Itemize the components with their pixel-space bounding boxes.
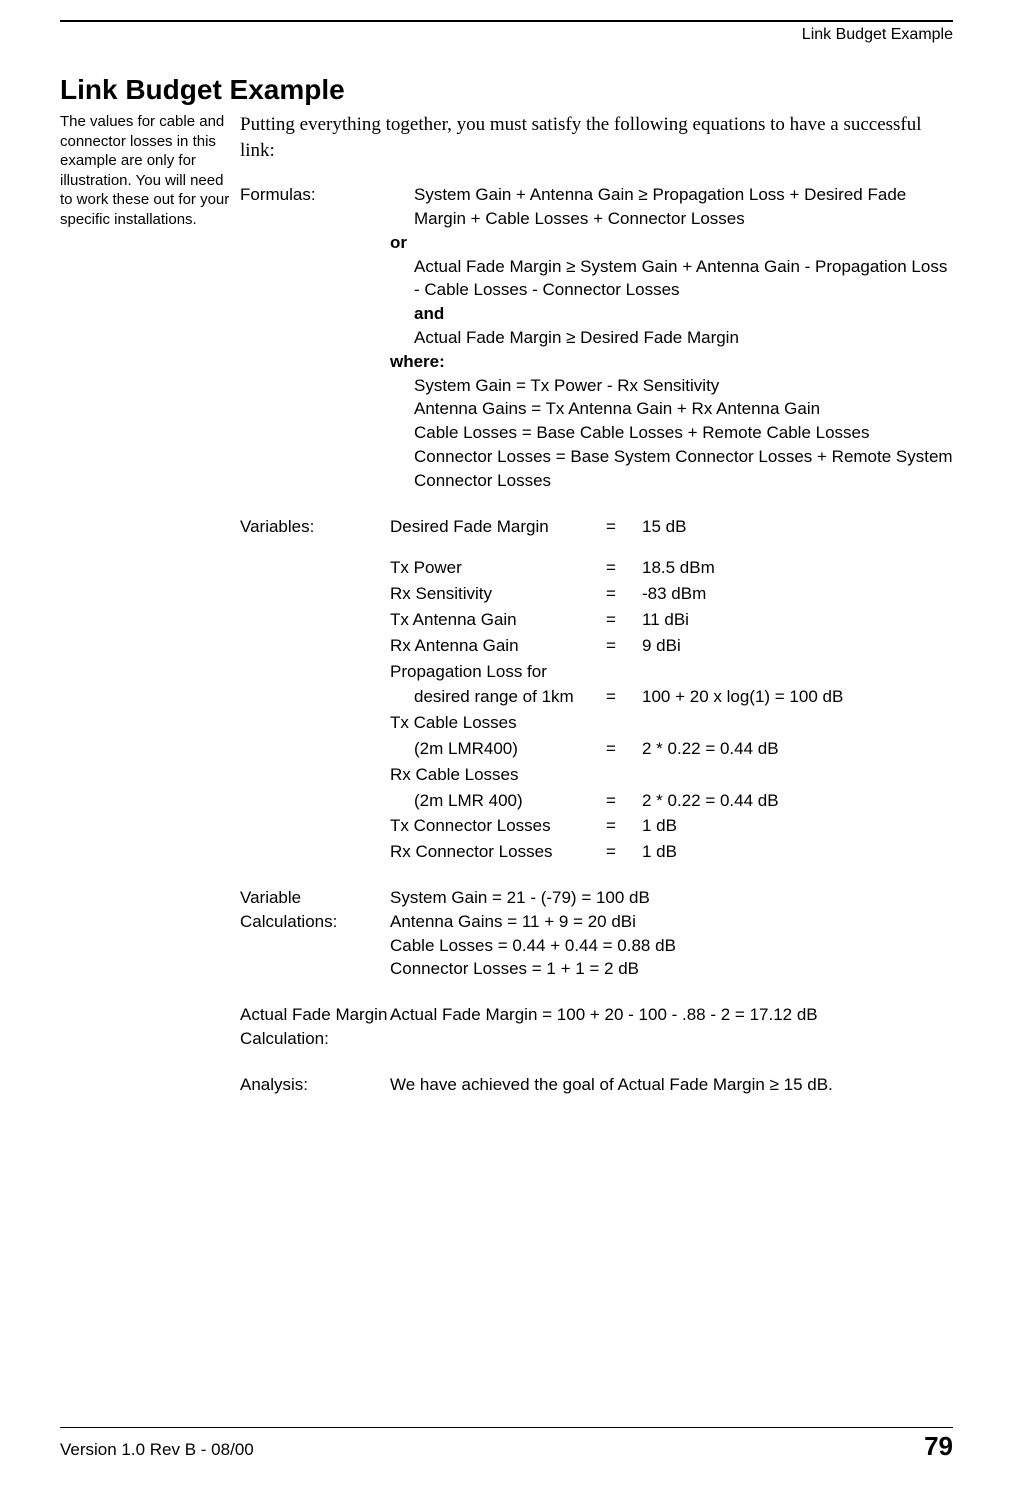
var-eq: = bbox=[606, 685, 636, 709]
analysis-content: We have achieved the goal of Actual Fade… bbox=[390, 1073, 953, 1097]
var-name-sub: (2m LMR400) bbox=[390, 737, 600, 761]
formula-where: where: bbox=[390, 350, 953, 374]
formula-or: or bbox=[390, 231, 953, 255]
var-calc-2: Antenna Gains = 11 + 9 = 20 dBi bbox=[390, 910, 953, 934]
var-val: -83 dBm bbox=[642, 582, 953, 606]
afm-label: Actual Fade Margin Calculation: bbox=[240, 1003, 390, 1051]
formula-line-2: Actual Fade Margin ≥ System Gain + Anten… bbox=[390, 255, 953, 303]
top-rule bbox=[60, 20, 953, 22]
var-eq: = bbox=[606, 608, 636, 632]
formula-line-1: System Gain + Antenna Gain ≥ Propagation… bbox=[390, 183, 953, 231]
analysis-label: Analysis: bbox=[240, 1073, 390, 1097]
where-2: Antenna Gains = Tx Antenna Gain + Rx Ant… bbox=[390, 397, 953, 421]
where-1: System Gain = Tx Power - Rx Sensitivity bbox=[390, 374, 953, 398]
var-val: 100 + 20 x log(1) = 100 dB bbox=[642, 685, 953, 709]
var-eq: = bbox=[606, 789, 636, 813]
var-name: Rx Connector Losses bbox=[390, 840, 600, 864]
bottom-rule bbox=[60, 1427, 953, 1428]
var-name: Tx Connector Losses bbox=[390, 814, 600, 838]
variables-grid: Desired Fade Margin=15 dBTx Power=18.5 d… bbox=[390, 515, 953, 864]
var-val: 9 dBi bbox=[642, 634, 953, 658]
var-eq: = bbox=[606, 634, 636, 658]
var-name: Desired Fade Margin bbox=[390, 515, 600, 539]
var-name: Tx Cable Losses bbox=[390, 711, 600, 735]
header-section-label: Link Budget Example bbox=[60, 26, 953, 44]
var-name: Rx Cable Losses bbox=[390, 763, 600, 787]
var-name: Tx Power bbox=[390, 556, 600, 580]
var-eq: = bbox=[606, 556, 636, 580]
var-calc-content: System Gain = 21 - (-79) = 100 dB Antenn… bbox=[390, 886, 953, 981]
var-val: 18.5 dBm bbox=[642, 556, 953, 580]
var-val: 1 dB bbox=[642, 814, 953, 838]
sidebar-note: The values for cable and connector losse… bbox=[60, 112, 240, 229]
var-val: 1 dB bbox=[642, 840, 953, 864]
formulas-label: Formulas: bbox=[240, 183, 390, 207]
var-eq: = bbox=[606, 515, 636, 539]
afm-content: Actual Fade Margin = 100 + 20 - 100 - .8… bbox=[390, 1003, 953, 1027]
variables-label: Variables: bbox=[240, 515, 390, 539]
var-eq: = bbox=[606, 814, 636, 838]
formula-line-3: Actual Fade Margin ≥ Desired Fade Margin bbox=[390, 326, 953, 350]
var-name-sub: desired range of 1km bbox=[390, 685, 600, 709]
var-eq: = bbox=[606, 737, 636, 761]
var-eq: = bbox=[606, 840, 636, 864]
var-name: Rx Sensitivity bbox=[390, 582, 600, 606]
var-val: 11 dBi bbox=[642, 608, 953, 632]
var-eq: = bbox=[606, 582, 636, 606]
var-name: Rx Antenna Gain bbox=[390, 634, 600, 658]
where-3: Cable Losses = Base Cable Losses + Remot… bbox=[390, 421, 953, 445]
var-calc-1: System Gain = 21 - (-79) = 100 dB bbox=[390, 886, 953, 910]
var-val: 2 * 0.22 = 0.44 dB bbox=[642, 737, 953, 761]
var-calc-3: Cable Losses = 0.44 + 0.44 = 0.88 dB bbox=[390, 934, 953, 958]
var-calc-label: Variable Calculations: bbox=[240, 886, 390, 934]
footer-page-number: 79 bbox=[924, 1431, 953, 1462]
where-4: Connector Losses = Base System Connector… bbox=[390, 445, 953, 493]
var-val: 2 * 0.22 = 0.44 dB bbox=[642, 789, 953, 813]
var-name: Propagation Loss for bbox=[390, 660, 600, 684]
formula-and: and bbox=[390, 302, 953, 326]
var-calc-4: Connector Losses = 1 + 1 = 2 dB bbox=[390, 957, 953, 981]
intro-paragraph: Putting everything together, you must sa… bbox=[240, 112, 953, 163]
var-val: 15 dB bbox=[642, 515, 953, 539]
footer-version: Version 1.0 Rev B - 08/00 bbox=[60, 1440, 254, 1460]
page-title: Link Budget Example bbox=[60, 74, 953, 106]
formulas-content: System Gain + Antenna Gain ≥ Propagation… bbox=[390, 183, 953, 492]
var-name-sub: (2m LMR 400) bbox=[390, 789, 600, 813]
var-name: Tx Antenna Gain bbox=[390, 608, 600, 632]
